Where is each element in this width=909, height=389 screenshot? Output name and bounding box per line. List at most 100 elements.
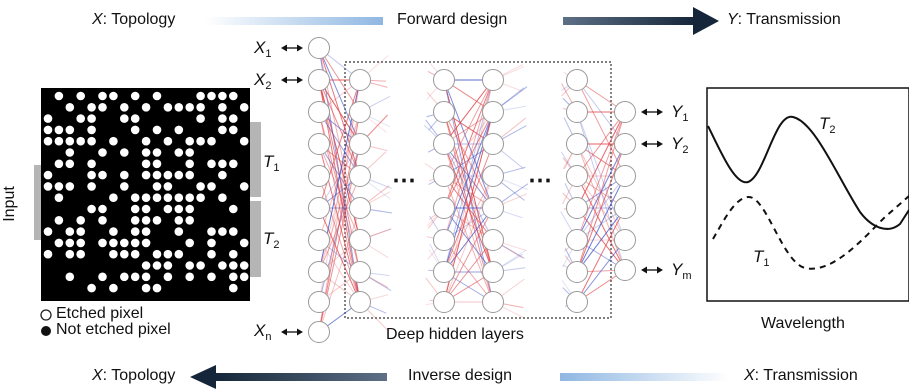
etched-pixel <box>218 103 227 112</box>
etched-pixel <box>153 126 162 135</box>
hidden-neuron <box>483 198 504 219</box>
hidden-neuron <box>483 230 504 251</box>
hidden-neuron <box>350 70 371 91</box>
etched-pixel <box>76 239 85 248</box>
etched-pixel <box>87 103 96 112</box>
forward-arrowhead <box>693 7 719 35</box>
etched-pixel <box>131 114 140 123</box>
spectrum-frame <box>707 88 909 301</box>
etched-pixel <box>66 137 75 146</box>
etched-pixel <box>153 250 162 259</box>
etched-pixel <box>109 250 118 259</box>
etched-pixel <box>98 205 107 214</box>
etched-pixel <box>229 114 238 123</box>
etched-pixel <box>196 92 205 101</box>
etched-pixel <box>164 103 173 112</box>
etched-pixel <box>87 114 96 123</box>
etched-pixel <box>185 103 194 112</box>
etched-pixel <box>98 239 107 248</box>
hidden-neuron <box>483 166 504 187</box>
etched-pixel <box>164 137 173 146</box>
hidden-neuron <box>567 166 588 187</box>
input-x2-label: X2 <box>254 70 271 92</box>
forward-gradient-bar-dark <box>563 17 695 25</box>
etched-pixel <box>196 137 205 146</box>
input-x1-label: X1 <box>254 38 271 60</box>
etched-pixel <box>207 137 216 146</box>
etched-pixel <box>196 261 205 270</box>
etched-pixel <box>66 227 75 236</box>
etched-pixel <box>120 239 129 248</box>
etched-pixel <box>153 160 162 169</box>
etched-pixel <box>229 205 238 214</box>
etched-pixel <box>229 227 238 236</box>
etched-pixel <box>153 193 162 202</box>
ellipsis-left: ⋯ <box>392 166 416 195</box>
etched-pixel <box>55 193 64 202</box>
input-neuron <box>309 102 330 123</box>
etched-pixel <box>153 92 162 101</box>
etched-pixel <box>218 160 227 169</box>
hidden-neuron <box>434 134 455 155</box>
legend-etched-marker <box>41 310 51 320</box>
etched-pixel <box>66 273 75 282</box>
hidden-neuron <box>350 230 371 251</box>
etched-pixel <box>66 160 75 169</box>
etched-pixel <box>120 182 129 191</box>
etched-pixel <box>66 250 75 259</box>
output-neuron <box>615 166 636 187</box>
etched-pixel <box>44 227 53 236</box>
etched-pixel <box>207 92 216 101</box>
etched-pixel <box>76 227 85 236</box>
etched-pixel <box>44 126 53 135</box>
bottom-left-label: X: Topology <box>92 367 175 385</box>
etched-pixel <box>66 148 75 157</box>
etched-pixel <box>142 227 151 236</box>
etched-pixel <box>207 182 216 191</box>
etched-pixel <box>164 193 173 202</box>
etched-pixel <box>175 205 184 214</box>
etched-pixel <box>109 137 118 146</box>
hidden-neuron <box>434 230 455 251</box>
hidden-neuron <box>350 198 371 219</box>
etched-pixel <box>240 137 249 146</box>
etched-pixel <box>218 92 227 101</box>
etched-pixel <box>76 137 85 146</box>
etched-pixel <box>164 171 173 180</box>
etched-pixel <box>142 284 151 293</box>
etched-pixel <box>185 273 194 282</box>
etched-pixel <box>44 171 53 180</box>
etched-pixel <box>142 193 151 202</box>
etched-pixel <box>229 92 238 101</box>
etched-pixel <box>44 250 53 259</box>
etched-pixel <box>229 284 238 293</box>
etched-pixel <box>218 126 227 135</box>
etched-pixel <box>55 239 64 248</box>
etched-pixel <box>87 284 96 293</box>
hidden-neuron <box>567 262 588 283</box>
hidden-neuron <box>567 292 588 313</box>
etched-pixel <box>142 239 151 248</box>
etched-pixel <box>207 239 216 248</box>
hidden-neuron <box>567 134 588 155</box>
etched-pixel <box>131 92 140 101</box>
hidden-neuron <box>483 134 504 155</box>
etched-pixel <box>164 261 173 270</box>
etched-pixel <box>240 182 249 191</box>
hidden-neuron <box>434 70 455 91</box>
etched-pixel <box>87 171 96 180</box>
etched-pixel <box>185 148 194 157</box>
etched-pixel <box>109 92 118 101</box>
output-neuron <box>615 260 636 281</box>
legend-not-etched-marker <box>41 326 51 336</box>
t2-grid-label: T2 <box>263 229 280 251</box>
hidden-neuron <box>483 292 504 313</box>
input-neuron <box>309 38 330 59</box>
etched-pixel <box>185 261 194 270</box>
bottom-right-label: X: Transmission <box>744 367 858 385</box>
etched-pixel <box>55 126 64 135</box>
forward-design-label: Forward design <box>397 11 507 29</box>
hidden-neuron <box>483 70 504 91</box>
etched-pixel <box>142 171 151 180</box>
etched-pixel <box>218 193 227 202</box>
